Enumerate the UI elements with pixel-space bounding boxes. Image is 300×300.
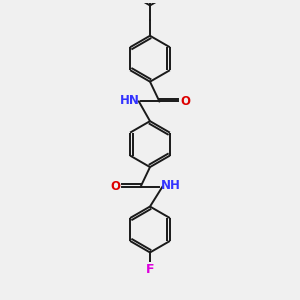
- Text: O: O: [180, 95, 190, 108]
- Text: NH: NH: [160, 179, 181, 192]
- Text: HN: HN: [119, 94, 140, 107]
- Text: O: O: [110, 180, 120, 193]
- Text: F: F: [146, 263, 154, 276]
